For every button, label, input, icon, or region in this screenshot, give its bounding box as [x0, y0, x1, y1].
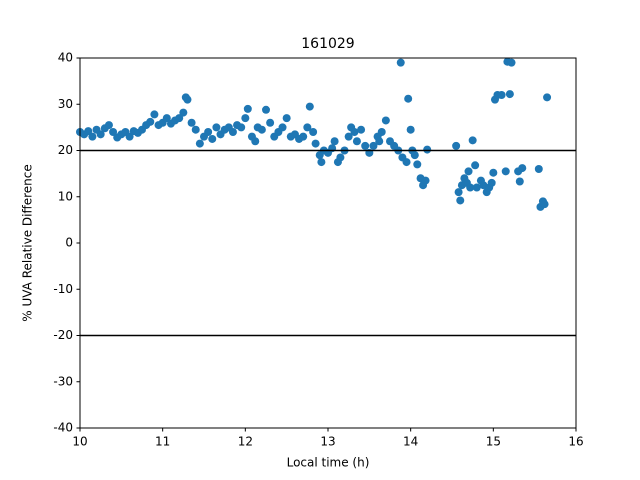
point [241, 114, 250, 123]
x-tick-label: 14 [403, 435, 418, 449]
point [466, 183, 475, 192]
point [146, 117, 155, 126]
point [187, 118, 196, 127]
x-tick-label: 15 [486, 435, 501, 449]
x-tick-label: 10 [72, 435, 87, 449]
x-tick-label: 13 [320, 435, 335, 449]
point [311, 139, 320, 148]
point [381, 116, 390, 125]
point [396, 58, 405, 67]
x-tick-label: 12 [238, 435, 253, 449]
y-tick-label: -30 [53, 374, 73, 388]
point [452, 141, 461, 150]
point [257, 125, 266, 134]
point [228, 128, 237, 136]
point [543, 93, 552, 102]
point [375, 137, 384, 146]
plot-frame [79, 57, 577, 429]
point [472, 183, 481, 192]
point [191, 125, 200, 134]
x-tick-label: 16 [568, 435, 583, 449]
x-axis-label: Local time (h) [287, 456, 370, 470]
point [204, 128, 213, 136]
point [262, 105, 270, 114]
point [423, 145, 432, 154]
y-tick-label: 10 [58, 189, 73, 203]
point [109, 128, 118, 136]
y-tick-label: 20 [58, 143, 73, 157]
point [208, 134, 217, 143]
point [377, 128, 386, 136]
point [369, 141, 378, 150]
point [309, 128, 318, 136]
point [464, 167, 473, 176]
x-tick-label: 11 [155, 435, 170, 449]
point [540, 200, 549, 209]
point [278, 123, 287, 132]
point [251, 137, 260, 146]
point [237, 123, 246, 132]
y-tick-label: -20 [53, 328, 73, 342]
point [487, 178, 496, 187]
point [195, 139, 204, 148]
point [454, 188, 463, 197]
point [299, 132, 308, 141]
point [489, 168, 498, 177]
point [336, 153, 345, 162]
point [507, 58, 516, 67]
point [518, 164, 527, 173]
point [266, 118, 275, 127]
point [456, 196, 465, 205]
point [330, 137, 339, 146]
point [125, 132, 134, 141]
point [88, 132, 97, 141]
point [534, 165, 543, 173]
point [317, 158, 326, 167]
point [243, 104, 252, 113]
point [179, 108, 188, 117]
point [303, 123, 312, 132]
point [84, 127, 93, 136]
point [410, 151, 419, 160]
point [361, 141, 370, 150]
point [413, 160, 422, 169]
point [282, 114, 291, 123]
point [402, 158, 411, 167]
y-tick-label: 30 [58, 97, 73, 111]
point [497, 91, 506, 99]
point [505, 90, 514, 99]
y-tick-label: 0 [65, 236, 73, 250]
point [471, 161, 480, 170]
point [352, 137, 361, 146]
point [468, 136, 477, 145]
point [96, 130, 105, 139]
point [305, 102, 314, 111]
chart-title: 161029 [301, 36, 354, 52]
y-tick-label: -10 [53, 282, 73, 296]
point [501, 167, 510, 176]
point [404, 94, 413, 103]
point [162, 114, 171, 123]
point [212, 123, 221, 132]
point [421, 176, 430, 185]
point [350, 128, 359, 136]
point [104, 121, 113, 130]
point [406, 125, 415, 134]
point [175, 114, 184, 123]
y-tick-label: 40 [58, 51, 73, 65]
point [150, 110, 159, 119]
point [344, 132, 353, 141]
point [183, 95, 192, 104]
y-tick-label: -40 [53, 421, 73, 435]
point [357, 125, 366, 134]
point [515, 177, 524, 186]
y-axis-label: % UVA Relative Difference [21, 164, 35, 322]
